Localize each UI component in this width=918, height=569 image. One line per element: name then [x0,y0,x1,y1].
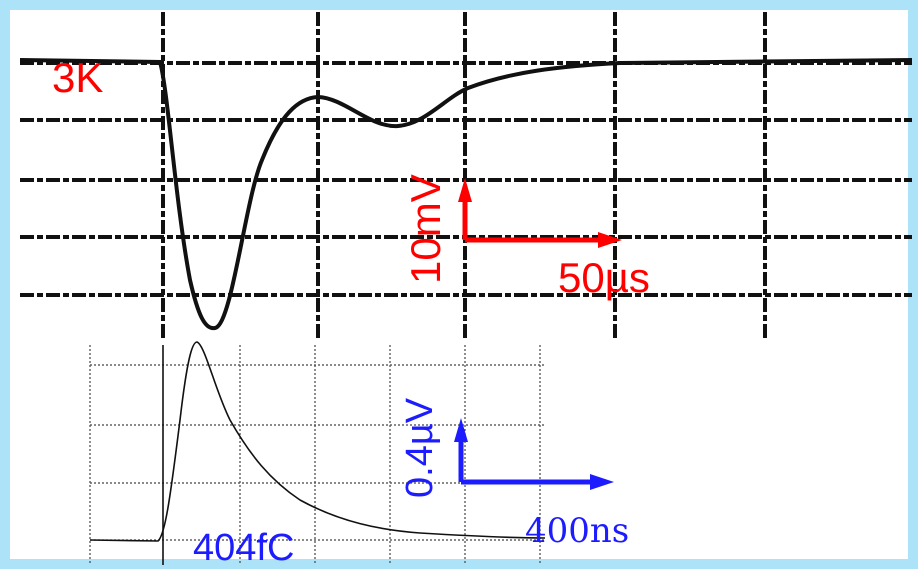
temperature-label: 3K [52,54,103,101]
voltage-scale: 10mV [402,174,449,284]
time-scale: 50µs [558,254,650,301]
inset-time-scale: 400ns [525,511,629,551]
charge-label: 404fC [193,527,294,569]
inset-voltage-scale: 0.4µV [399,397,441,498]
figure: 3K 10mV 50µs 0.4µV 400ns 404fC [0,0,918,569]
